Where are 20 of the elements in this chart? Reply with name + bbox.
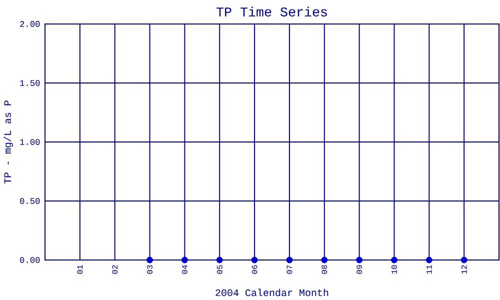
x-tick-label: 02 [112,265,118,274]
x-tick-label: 10 [392,265,397,274]
y-tick-label: 0.00 [20,257,40,263]
y-axis-title: TP - mg/L as P [4,100,13,184]
x-tick-label: 05 [216,265,222,274]
x-tick-label: 07 [286,265,292,274]
y-tick-label: 0.50 [20,198,40,204]
chart-title: TP Time Series [216,6,327,16]
y-tick-label: 1.00 [20,139,40,145]
x-tick-label: 12 [461,265,467,274]
x-tick-label: 01 [77,265,83,274]
x-tick-label: 04 [182,265,188,274]
x-tick-label: 11 [426,265,432,274]
y-tick-label: 2.00 [20,21,40,27]
x-tick-label: 09 [356,265,362,274]
x-tick-label: 03 [147,265,152,274]
x-tick-label: 06 [252,265,258,274]
x-axis-title: 2004 Calendar Month [216,288,328,296]
y-tick-label: 1.50 [20,80,40,86]
x-tick-label: 08 [322,265,328,274]
